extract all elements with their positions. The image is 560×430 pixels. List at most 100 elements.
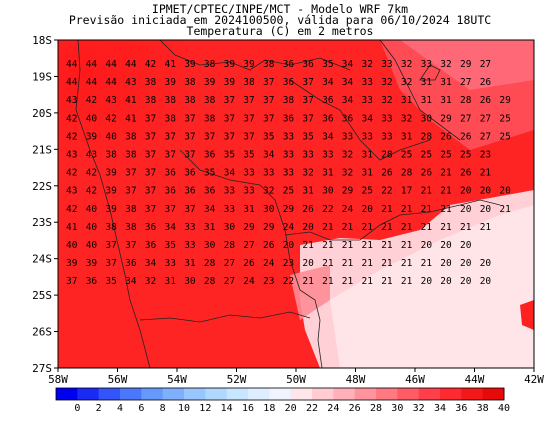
grid-value: 30: [184, 276, 196, 287]
lat-tick-label: 20S: [32, 107, 52, 120]
colorbar-tick-label: 34: [434, 403, 446, 414]
grid-value: 27: [243, 240, 254, 251]
grid-value: 37: [165, 204, 176, 215]
colorbar-segment: [461, 388, 484, 400]
colorbar-frame: [55, 387, 505, 401]
grid-value: 37: [263, 77, 274, 88]
colorbar-tick-label: 8: [160, 403, 166, 414]
grid-value: 21: [401, 258, 413, 269]
colorbar-tick-label: 30: [391, 403, 403, 414]
grid-value: 38: [125, 131, 137, 142]
grid-value: 36: [302, 59, 314, 70]
grid-value: 42: [86, 168, 97, 179]
grid-value: 37: [243, 95, 254, 106]
grid-value: 27: [480, 59, 491, 70]
grid-value: 21: [440, 222, 452, 233]
colorbar-segment: [77, 388, 100, 400]
grid-value: 38: [105, 222, 117, 233]
grid-value: 20: [480, 276, 492, 287]
grid-value: 40: [66, 240, 78, 251]
colorbar-segment: [141, 388, 164, 400]
grid-value: 21: [401, 204, 413, 215]
colorbar-tick-label: 0: [74, 403, 80, 414]
grid-value: 36: [204, 186, 216, 197]
grid-value: 20: [421, 276, 433, 287]
colorbar-tick-label: 38: [477, 403, 489, 414]
grid-value: 25: [460, 150, 471, 161]
grid-value: 31: [421, 95, 433, 106]
grid-value: 37: [302, 113, 313, 124]
grid-value: 33: [224, 186, 235, 197]
grid-value: 38: [204, 113, 216, 124]
grid-value: 36: [165, 168, 177, 179]
grid-value: 20: [302, 258, 314, 269]
grid-value: 34: [322, 77, 334, 88]
lat-tick-label: 21S: [32, 143, 52, 156]
grid-value: 33: [243, 186, 254, 197]
grid-value: 36: [184, 168, 196, 179]
grid-value: 32: [342, 168, 353, 179]
grid-value: 26: [460, 131, 472, 142]
lat-tick-label: 18S: [32, 34, 52, 47]
colorbar-tick-label: 20: [285, 403, 297, 414]
lon-tick-label: 44W: [465, 373, 485, 386]
grid-value: 34: [165, 222, 177, 233]
colorbar-tick-label: 36: [455, 403, 467, 414]
grid-value: 32: [401, 113, 412, 124]
grid-value: 28: [401, 168, 413, 179]
grid-value: 34: [145, 258, 157, 269]
grid-value: 21: [440, 168, 452, 179]
grid-value: 23: [283, 258, 294, 269]
grid-value: 33: [184, 222, 195, 233]
grid-value: 36: [342, 113, 354, 124]
grid-value: 20: [440, 258, 452, 269]
latitude-axis: 18S 19S 20S 21S 22S 23S 24S 25S 26S 27S: [32, 34, 58, 375]
temperature-field: 44 44 44 44 42 41 39 38 39 39 38 36 36 35 34 32 33 32 33 32…: [58, 40, 534, 368]
grid-value: 31: [401, 131, 413, 142]
grid-value: 37: [224, 113, 235, 124]
grid-value: 21: [480, 222, 492, 233]
grid-value: 37: [145, 204, 156, 215]
grid-value: 37: [224, 131, 235, 142]
grid-value: 32: [145, 276, 156, 287]
grid-value: 23: [263, 276, 274, 287]
grid-value: 20: [480, 204, 492, 215]
colorbar-segment: [290, 388, 313, 400]
lat-tick-label: 26S: [32, 326, 52, 339]
grid-value: 30: [204, 240, 216, 251]
colorbar-tick-label: 24: [327, 403, 339, 414]
grid-value: 39: [105, 204, 117, 215]
grid-value: 43: [66, 95, 77, 106]
grid-value: 21: [342, 258, 354, 269]
grid-value: 37: [302, 77, 313, 88]
grid-value: 21: [362, 222, 374, 233]
grid-value: 20: [440, 276, 452, 287]
grid-value: 33: [224, 204, 235, 215]
grid-value: 25: [421, 150, 432, 161]
grid-value: 20: [480, 186, 492, 197]
border-line: [159, 40, 351, 71]
lat-tick-label: 22S: [32, 180, 52, 193]
grid-value: 42: [66, 204, 77, 215]
grid-value: 20: [460, 186, 472, 197]
grid-value: 20: [460, 276, 472, 287]
grid-value: 31: [421, 77, 433, 88]
lon-tick-label: 54W: [167, 373, 187, 386]
grid-value: 27: [460, 77, 471, 88]
grid-value: 39: [184, 59, 196, 70]
chart-title-line2: Previsão iniciada em 2024100500, válida …: [68, 13, 492, 27]
grid-value: 26: [460, 168, 472, 179]
border-line: [289, 79, 431, 161]
lon-tick-label: 48W: [346, 373, 366, 386]
grid-value: 29: [499, 95, 511, 106]
grid-value: 21: [362, 240, 374, 251]
colorbar-segment: [482, 388, 505, 400]
grid-value: 38: [125, 204, 137, 215]
grid-value: 37: [184, 113, 195, 124]
colorbar-tick-label: 18: [263, 403, 275, 414]
grid-value: 25: [401, 150, 412, 161]
grid-value: 24: [263, 258, 275, 269]
grid-value: 38: [125, 150, 137, 161]
grid-value: 44: [105, 59, 117, 70]
